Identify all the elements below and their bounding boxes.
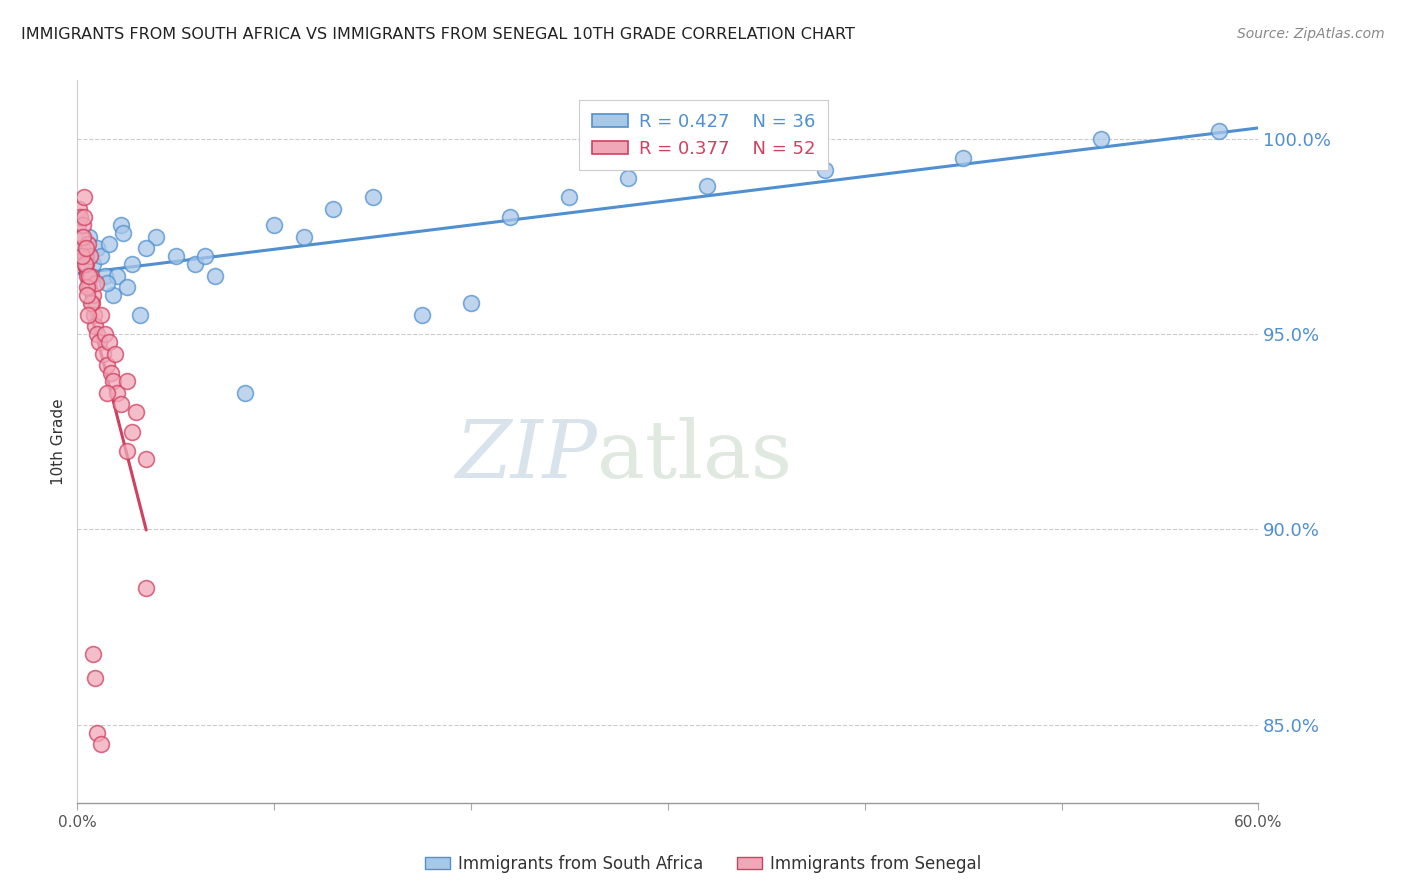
Point xyxy=(86,725,108,739)
Point xyxy=(96,359,118,373)
Point xyxy=(91,346,114,360)
Point xyxy=(70,229,93,244)
Point xyxy=(110,397,132,411)
Point xyxy=(79,249,101,263)
Point xyxy=(115,444,138,458)
Point xyxy=(952,152,974,166)
Point xyxy=(83,308,105,322)
Point xyxy=(77,268,100,283)
Point xyxy=(75,249,97,263)
Point xyxy=(1208,124,1230,138)
Point xyxy=(80,296,103,310)
Point xyxy=(814,163,837,178)
Point xyxy=(94,268,117,283)
Point xyxy=(204,268,226,283)
Point xyxy=(411,308,433,322)
Point xyxy=(72,229,94,244)
Point xyxy=(90,737,112,751)
Point xyxy=(69,210,91,224)
Point xyxy=(125,405,148,419)
Point xyxy=(1090,132,1112,146)
Point xyxy=(135,241,157,255)
Point xyxy=(617,170,640,185)
Text: ZIP: ZIP xyxy=(456,417,598,495)
Point xyxy=(76,268,98,283)
Point xyxy=(82,296,104,310)
Point xyxy=(115,280,138,294)
Point xyxy=(70,249,93,263)
Point xyxy=(96,277,118,291)
Point xyxy=(77,280,100,294)
Point xyxy=(75,249,97,263)
Point xyxy=(75,257,97,271)
Point xyxy=(84,319,107,334)
Point xyxy=(101,374,124,388)
Point xyxy=(76,280,98,294)
Point xyxy=(84,671,107,685)
Point xyxy=(73,210,96,224)
Point xyxy=(94,327,117,342)
Point xyxy=(135,452,157,467)
Point xyxy=(361,190,384,204)
Point xyxy=(96,385,118,400)
Point xyxy=(135,581,157,595)
Point xyxy=(100,366,122,380)
Point xyxy=(184,257,207,271)
Point xyxy=(104,346,127,360)
Point xyxy=(77,229,100,244)
Point xyxy=(87,334,110,349)
Point xyxy=(110,218,132,232)
Point xyxy=(165,249,187,263)
Point xyxy=(105,268,128,283)
Point xyxy=(558,190,581,204)
Point xyxy=(75,241,97,255)
Point xyxy=(101,288,124,302)
Point xyxy=(696,178,718,193)
Point xyxy=(233,385,256,400)
Point xyxy=(97,334,120,349)
Point xyxy=(70,241,93,255)
Point xyxy=(111,226,134,240)
Point xyxy=(263,218,285,232)
Legend: R = 0.427    N = 36, R = 0.377    N = 52: R = 0.427 N = 36, R = 0.377 N = 52 xyxy=(579,100,828,170)
Point xyxy=(72,218,94,232)
Point xyxy=(82,257,104,271)
Point xyxy=(90,249,112,263)
Legend: Immigrants from South Africa, Immigrants from Senegal: Immigrants from South Africa, Immigrants… xyxy=(418,848,988,880)
Point xyxy=(84,277,107,291)
Point xyxy=(67,218,90,232)
Point xyxy=(292,229,315,244)
Point xyxy=(86,241,108,255)
Point xyxy=(82,648,104,662)
Point xyxy=(90,308,112,322)
Point xyxy=(499,210,522,224)
Point xyxy=(86,327,108,342)
Point xyxy=(115,374,138,388)
Point xyxy=(77,308,100,322)
Point xyxy=(76,288,98,302)
Point xyxy=(80,268,103,283)
Point xyxy=(460,296,482,310)
Point xyxy=(121,257,143,271)
Y-axis label: 10th Grade: 10th Grade xyxy=(51,398,66,485)
Text: atlas: atlas xyxy=(598,417,792,495)
Point xyxy=(75,257,97,271)
Point xyxy=(73,190,96,204)
Point xyxy=(77,237,100,252)
Point xyxy=(322,202,344,216)
Point xyxy=(121,425,143,439)
Point xyxy=(97,237,120,252)
Point xyxy=(67,202,90,216)
Text: Source: ZipAtlas.com: Source: ZipAtlas.com xyxy=(1237,27,1385,41)
Text: IMMIGRANTS FROM SOUTH AFRICA VS IMMIGRANTS FROM SENEGAL 10TH GRADE CORRELATION C: IMMIGRANTS FROM SOUTH AFRICA VS IMMIGRAN… xyxy=(21,27,855,42)
Point xyxy=(194,249,217,263)
Point xyxy=(82,288,104,302)
Point xyxy=(145,229,167,244)
Point xyxy=(129,308,152,322)
Point xyxy=(105,385,128,400)
